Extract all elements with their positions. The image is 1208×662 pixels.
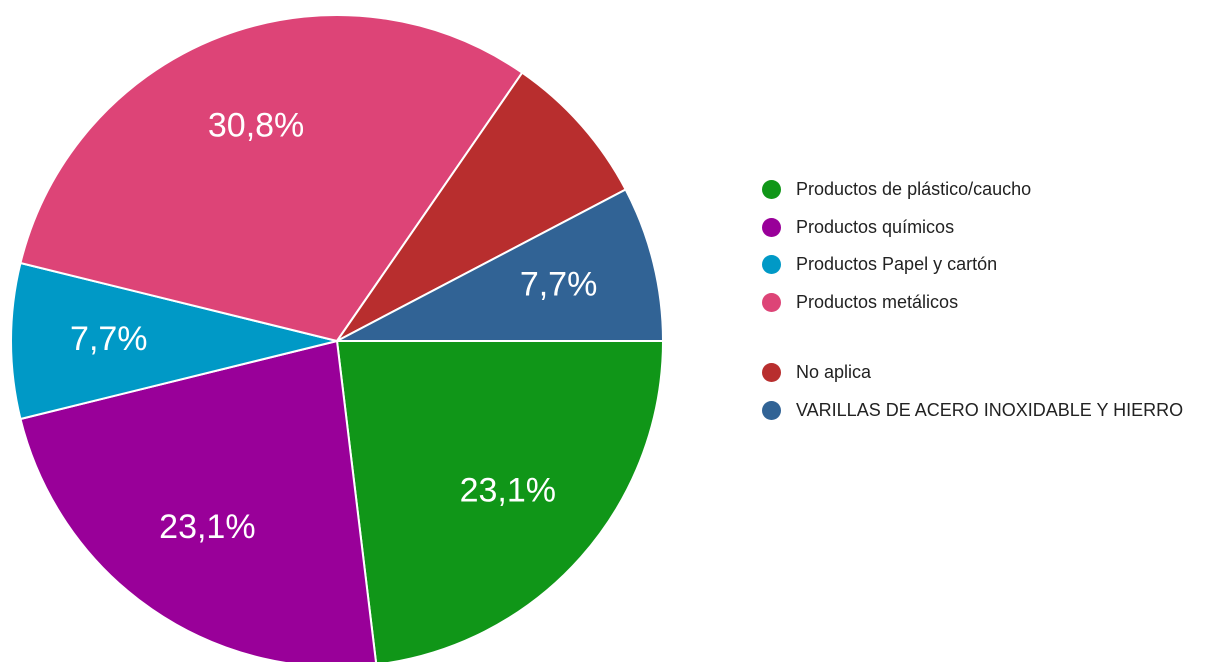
pie-slice bbox=[335, 340, 665, 662]
legend-label: Productos metálicos bbox=[796, 291, 959, 312]
pie-slice bbox=[19, 339, 377, 662]
slice-label: 23,1% bbox=[460, 471, 556, 509]
legend-swatch bbox=[762, 255, 781, 274]
legend-label: VARILLAS DE ACERO INOXIDABLE Y HIERRO bbox=[796, 399, 1184, 420]
slice-label: 23,1% bbox=[159, 508, 255, 546]
slice-label: 7,7% bbox=[70, 320, 148, 358]
pie: 23,1% 23,1% 7,7% 30,8% 7,7% bbox=[10, 14, 665, 662]
legend-swatch bbox=[762, 180, 781, 199]
legend-swatch bbox=[762, 217, 781, 237]
legend-swatch bbox=[762, 400, 781, 420]
slice-label: 30,8% bbox=[208, 107, 304, 145]
legend-swatch bbox=[762, 292, 781, 312]
legend-label: No aplica bbox=[796, 362, 872, 382]
legend-label: Productos de plástico/caucho bbox=[796, 179, 1032, 199]
slice-label: 7,7% bbox=[520, 265, 598, 303]
pie-slice bbox=[336, 71, 628, 342]
pie-slice bbox=[336, 188, 665, 342]
legend-swatch bbox=[762, 363, 781, 382]
pie-slice bbox=[19, 14, 524, 343]
legend-label: Productos Papel y cartón bbox=[796, 254, 998, 274]
pie-slice bbox=[10, 261, 338, 421]
legend-label: Productos químicos bbox=[796, 216, 955, 237]
